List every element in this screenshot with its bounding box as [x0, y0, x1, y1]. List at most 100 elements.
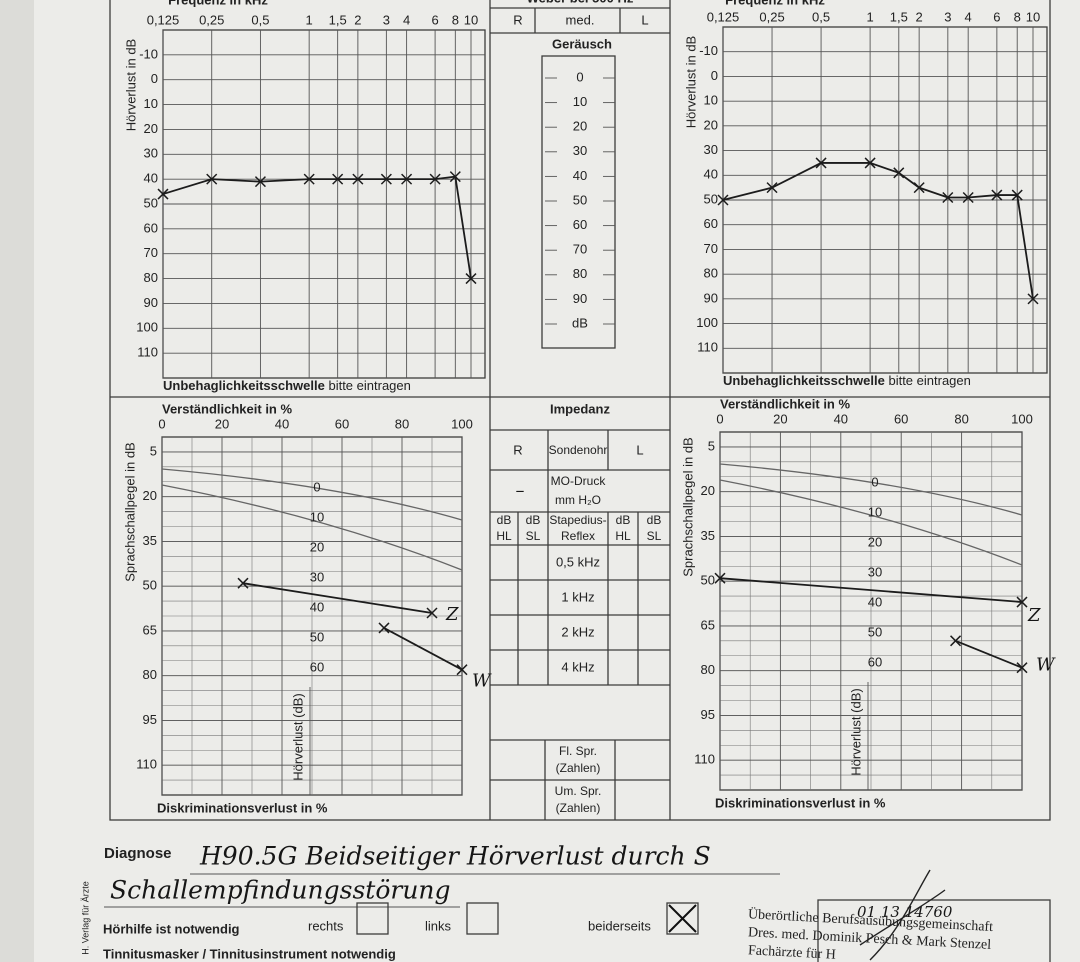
y-tick-label: 40	[144, 171, 158, 186]
y-tick-label: 50	[143, 578, 157, 593]
speech-test-label: Um. Spr.	[555, 784, 602, 798]
y-tick-label: 65	[143, 622, 157, 637]
y-tick-label: 60	[704, 216, 718, 231]
y-tick-label: 20	[704, 117, 718, 132]
y-tick-label: 50	[701, 573, 715, 588]
y-axis-label: Hörverlust in dB	[123, 39, 138, 131]
loss-tick-label: 30	[868, 564, 882, 579]
noise-scale-box	[541, 55, 616, 349]
loss-tick-label: 10	[310, 509, 324, 524]
x-tick-label: 80	[395, 416, 409, 431]
loss-tick-label: 60	[868, 654, 882, 669]
y-tick-label: 110	[694, 752, 715, 767]
data-point	[380, 173, 392, 185]
y-tick-label: 30	[704, 142, 718, 157]
series-label: Z	[1027, 605, 1041, 626]
y-tick-label: 35	[701, 528, 715, 543]
column-header: HL	[496, 529, 512, 543]
footer-text: bitte eintragen	[888, 373, 970, 388]
y-tick-label: 95	[701, 707, 715, 722]
frequency-label: 1 kHz	[561, 589, 594, 604]
tinnitus-label: Tinnitusmasker / Tinnitusinstrument notw…	[103, 946, 396, 961]
footer-bold: Unbehaglichkeitsschwelle	[163, 378, 325, 393]
loss-tick-label: 20	[868, 534, 882, 549]
loss-tick-label: 0	[313, 479, 320, 494]
data-point	[206, 173, 218, 185]
x-tick-label: 60	[894, 411, 908, 426]
frequency-label: 4 kHz	[561, 659, 594, 674]
reference-curve	[161, 484, 463, 571]
stamp-line: Fachärzte für H	[748, 943, 837, 962]
reference-curve	[719, 479, 1023, 566]
data-line	[955, 639, 1023, 669]
x-tick-label: 80	[954, 411, 968, 426]
loss-tick-label: 30	[310, 569, 324, 584]
loss-tick-label: 50	[310, 629, 324, 644]
data-point	[962, 191, 974, 204]
y-tick-label: 0	[151, 71, 158, 86]
x-tick-label: 8	[452, 12, 459, 27]
weber-median: med.	[566, 12, 595, 27]
weber-left: L	[641, 12, 648, 27]
noise-scale-label: 40	[573, 168, 587, 183]
noise-scale-label: 90	[573, 291, 587, 306]
data-point	[237, 577, 249, 589]
data-point	[465, 273, 477, 285]
pressure-label: MO-Druck	[551, 474, 607, 488]
data-point	[449, 171, 461, 183]
column-header: dB	[497, 513, 512, 527]
data-point	[766, 182, 778, 194]
data-point	[1016, 662, 1028, 674]
diagnosis-text: H90.5G Beidseitiger Hörverlust durch S	[199, 842, 711, 871]
x-tick-label: 20	[215, 416, 229, 431]
diagnosis-label: Diagnose	[104, 845, 172, 862]
y-tick-label: 30	[144, 146, 158, 161]
data-point	[332, 173, 344, 185]
series-label: W	[1036, 655, 1056, 676]
pressure-label: mm H₂O	[555, 493, 601, 507]
data-point	[714, 572, 726, 584]
reference-curve	[161, 468, 463, 521]
column-header: SL	[526, 529, 541, 543]
data-point	[157, 188, 169, 200]
loss-axis-label: Hörverlust (dB)	[848, 688, 863, 775]
y-axis-label: Hörverlust in dB	[683, 36, 698, 128]
data-line	[719, 577, 1023, 603]
x-tick-label: 100	[1011, 411, 1033, 426]
y-tick-label: 110	[697, 340, 718, 355]
y-tick-label: 10	[144, 96, 158, 111]
y-tick-label: 80	[701, 662, 715, 677]
column-header: HL	[615, 529, 631, 543]
checkbox	[356, 902, 389, 935]
y-tick-label: 70	[704, 241, 718, 256]
y-tick-label: 100	[696, 315, 718, 330]
x-tick-label: 10	[1026, 9, 1040, 24]
x-tick-label: 8	[1014, 9, 1021, 24]
data-point	[991, 189, 1003, 201]
noise-scale-label: 10	[573, 94, 587, 109]
data-line	[242, 582, 433, 614]
data-point	[456, 664, 468, 676]
x-tick-label: 0,25	[759, 9, 784, 24]
x-tick-label: 0,125	[707, 9, 740, 24]
noise-scale-label: 70	[573, 242, 587, 257]
series-label: W	[472, 671, 492, 692]
x-tick-label: 1,5	[329, 12, 347, 27]
y-tick-label: 95	[143, 712, 157, 727]
column-header: dB	[526, 513, 541, 527]
loss-tick-label: 40	[868, 594, 882, 609]
noise-scale-label: 50	[573, 192, 587, 207]
x-tick-label: 0,5	[812, 9, 830, 24]
data-point	[254, 176, 266, 188]
x-tick-label: 4	[403, 12, 410, 27]
data-point	[401, 173, 413, 185]
loss-tick-label: 50	[868, 624, 882, 639]
y-tick-label: 110	[136, 757, 157, 772]
y-tick-label: 5	[150, 443, 157, 458]
y-tick-label: -10	[699, 43, 718, 58]
x-tick-label: 6	[993, 9, 1000, 24]
form-frame	[109, 0, 1051, 821]
x-tick-label: 0,125	[147, 12, 180, 27]
data-point	[893, 167, 905, 179]
speech-test-label: (Zahlen)	[556, 761, 601, 775]
